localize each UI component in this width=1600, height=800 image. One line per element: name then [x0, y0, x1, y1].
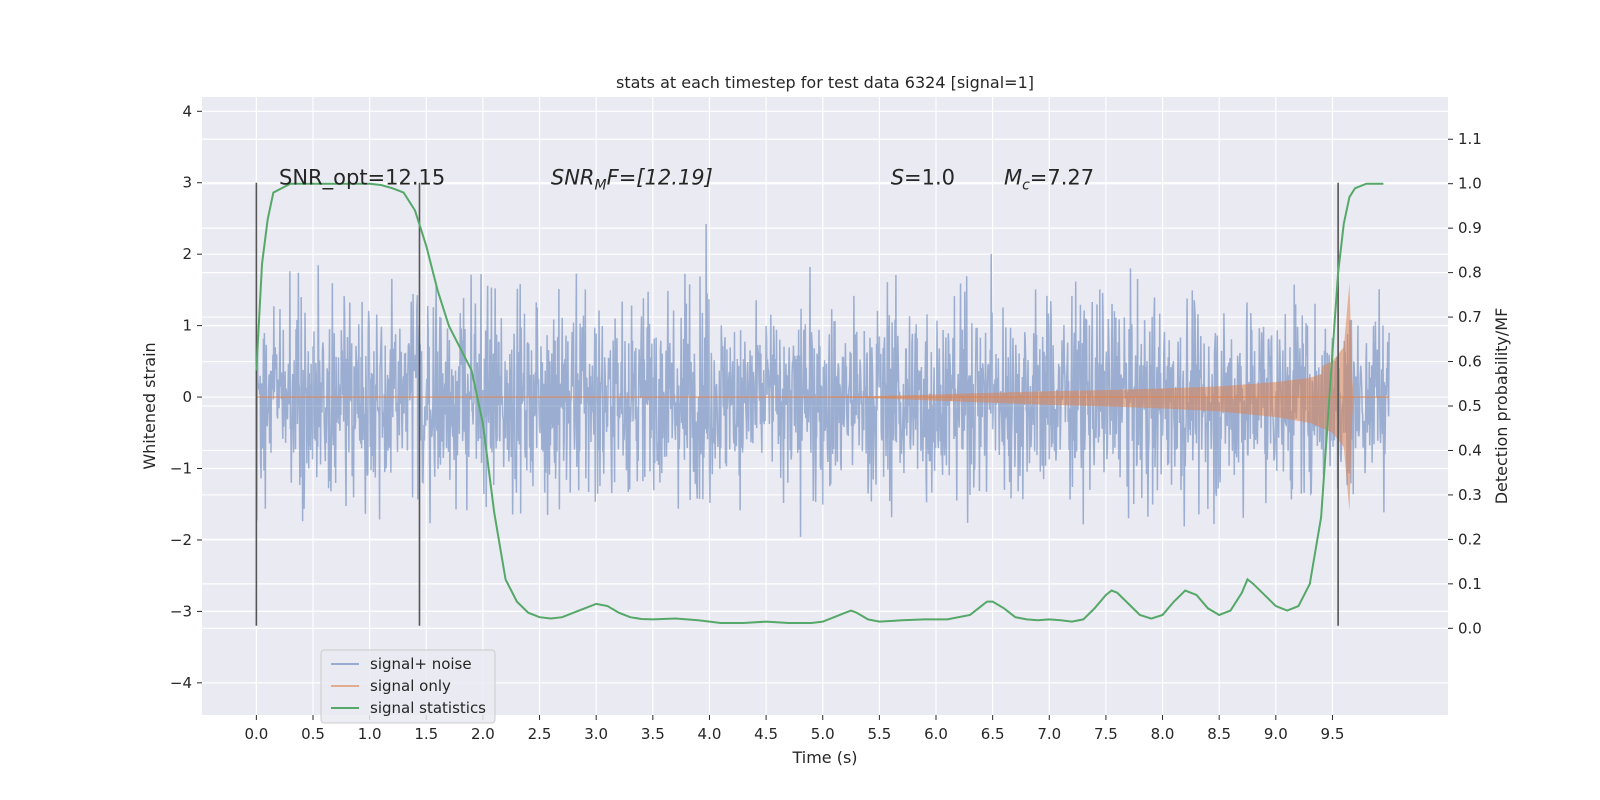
legend-box	[320, 649, 496, 724]
vertical-lines	[255, 182, 1339, 626]
y-left-tick-label-3: 1	[182, 317, 192, 335]
annotation-mc-subscript: c	[1022, 178, 1030, 194]
x-tick-label-0: 0.0	[244, 725, 268, 743]
legend-label-noise: signal+ noise	[370, 655, 472, 673]
y-left-tick-label-7: −3	[170, 602, 192, 620]
annotation-snr-opt: SNR_opt=12.15	[279, 166, 445, 191]
y-axis-left-label: Whitened strain	[140, 342, 159, 469]
y-left-tick-label-1: 3	[182, 174, 192, 192]
x-tick-label-17: 8.5	[1207, 725, 1231, 743]
y-right-tick-label-0: 1.1	[1458, 130, 1482, 148]
signal-plus-noise-series	[255, 223, 1390, 537]
x-tick-label-7: 3.5	[641, 725, 665, 743]
legend-label-signal: signal only	[370, 677, 451, 695]
y-axis-right-label: Detection probability/MF	[1492, 308, 1511, 505]
x-tick-label-1: 0.5	[301, 725, 325, 743]
chart-title: stats at each timestep for test data 632…	[616, 73, 1034, 92]
x-tick-label-14: 7.0	[1037, 725, 1061, 743]
x-tick-label-9: 4.5	[754, 725, 778, 743]
x-tick-label-12: 6.0	[924, 725, 948, 743]
y-left-tick-label-0: 4	[182, 102, 192, 120]
x-tick-label-6: 3.0	[584, 725, 608, 743]
y-right-tick-label-6: 0.5	[1458, 397, 1482, 415]
y-right-tick-label-11: 0.0	[1458, 619, 1482, 637]
y-right-tick-label-10: 0.1	[1458, 575, 1482, 593]
x-tick-label-4: 2.0	[471, 725, 495, 743]
y-left-tick-label-2: 2	[182, 245, 192, 263]
y-right-tick-label-2: 0.9	[1458, 219, 1482, 237]
y-right-tick-label-7: 0.4	[1458, 441, 1482, 459]
annotation-snr-mf-subscript: M	[595, 178, 607, 194]
y-right-tick-label-1: 1.0	[1458, 175, 1482, 193]
y-right-tick-label-8: 0.3	[1458, 486, 1482, 504]
legend: signal+ noise signal only signal statist…	[320, 649, 496, 724]
annotation-mc: Mc=7.27	[1004, 166, 1094, 194]
annotation-mc-symbol: M	[1004, 166, 1022, 190]
y-right-tick-label-9: 0.2	[1458, 530, 1482, 548]
x-axis-label: Time (s)	[791, 748, 857, 767]
y-left-tick-label-6: −2	[170, 531, 192, 549]
signal-statistics-series	[255, 182, 1384, 624]
x-axis-ticks: 0.0 0.5 1.0 1.5 2.0 2.5 3.0 3.5 4.0 4.5 5.0 5.5 6.0 6…	[244, 715, 1344, 743]
annotation-mc-value: =7.27	[1030, 166, 1094, 190]
legend-label-stats: signal statistics	[370, 699, 486, 717]
x-tick-label-8: 4.0	[698, 725, 722, 743]
x-tick-label-3: 1.5	[414, 725, 438, 743]
x-tick-label-15: 7.5	[1094, 725, 1118, 743]
x-tick-label-5: 2.5	[528, 725, 552, 743]
x-tick-label-19: 9.5	[1321, 725, 1345, 743]
x-tick-label-10: 5.0	[811, 725, 835, 743]
x-tick-label-11: 5.5	[867, 725, 891, 743]
annotation-s: S=1.0	[891, 166, 955, 190]
y-left-tick-label-8: −4	[170, 674, 192, 692]
annotation-s-value: =1.0	[904, 166, 955, 190]
y-right-tick-label-5: 0.6	[1458, 353, 1482, 371]
y-right-tick-label-3: 0.8	[1458, 264, 1482, 282]
x-tick-label-18: 9.0	[1264, 725, 1288, 743]
annotation-snr-mf-value: F=[12.19]	[607, 166, 713, 190]
y-left-tick-label-4: 0	[182, 388, 192, 406]
y-axis-right-ticks: 1.1 1.0 0.9 0.8 0.7 0.6 0.5 0.4 0.3 0.2 0.1 0.0	[1448, 130, 1482, 637]
y-left-tick-label-5: −1	[170, 460, 192, 478]
annotation-snr-mf-symbol: SNR	[551, 166, 595, 190]
x-tick-label-2: 1.0	[358, 725, 382, 743]
y-right-tick-label-4: 0.7	[1458, 308, 1482, 326]
annotation-snr-mf: SNRMF=[12.19]	[551, 166, 713, 194]
y-axis-left-ticks: 4 3 2 1 0 −1 −2 −3 −4	[170, 102, 202, 692]
x-tick-label-16: 8.0	[1151, 725, 1175, 743]
annotation-s-symbol: S	[891, 166, 904, 190]
x-tick-label-13: 6.5	[981, 725, 1005, 743]
